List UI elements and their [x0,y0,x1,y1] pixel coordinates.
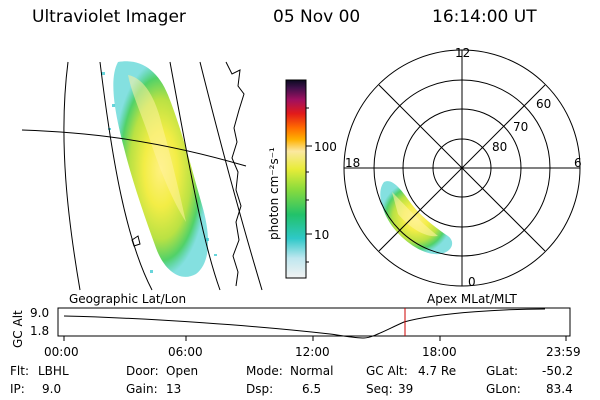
seq-label: Seq: [366,383,393,395]
mode-value: Normal [290,365,333,377]
colorbar-unit-label: photon cm⁻²s⁻¹ [268,147,280,240]
mlt-label-6: 6 [574,157,582,169]
time-tick-0000: 00:00 [44,346,79,358]
mlt-label-12: 12 [455,47,470,59]
dsp-label: Dsp: [246,383,273,395]
ip-label: IP: [10,383,25,395]
lat-label-60: 60 [536,98,551,110]
polar-plot [344,50,580,286]
polar-panel-label: Apex MLat/MLT [427,293,517,305]
altitude-ytick-top: 9.0 [30,307,49,319]
glon-label: GLon: [486,383,521,395]
mlt-label-18: 18 [345,157,360,169]
glat-value: -50.2 [542,365,573,377]
glon-value: 83.4 [546,383,573,395]
seq-value: 39 [398,383,413,395]
geographic-map [0,0,600,400]
gain-value: 13 [166,383,181,395]
flt-label: Flt: [10,365,29,377]
lat-label-80: 80 [492,141,507,153]
altitude-curve [64,309,545,338]
ip-value: 9.0 [42,383,61,395]
time-tick-1800: 18:00 [422,346,457,358]
door-label: Door: [126,365,159,377]
time-tick-0600: 06:00 [168,346,203,358]
mlt-label-0: 0 [468,276,476,288]
flt-value: LBHL [38,365,69,377]
time-tick-1200: 12:00 [295,346,330,358]
dsp-value: 6.5 [302,383,321,395]
colorbar-tick-10: 10 [314,229,329,241]
uvi-display: Ultraviolet Imager 05 Nov 00 16:14:00 UT [0,0,600,400]
door-value: Open [166,365,198,377]
lat-label-70: 70 [513,121,528,133]
altitude-ylabel: GC Alt [12,310,24,348]
glat-label: GLat: [486,365,518,377]
gain-label: Gain: [126,383,158,395]
colorbar [286,80,306,278]
altitude-plot [58,308,570,341]
mode-label: Mode: [246,365,283,377]
geographic-panel-label: Geographic Lat/Lon [69,293,186,305]
altitude-ytick-bottom: 1.8 [30,325,49,337]
colorbar-tick-100: 100 [314,141,337,153]
colorbar-ticks [306,108,312,262]
gc-alt-value: 4.7 Re [418,365,456,377]
time-tick-2359: 23:59 [546,346,581,358]
gc-alt-label: GC Alt: [366,365,408,377]
aurora-geographic [101,61,217,277]
